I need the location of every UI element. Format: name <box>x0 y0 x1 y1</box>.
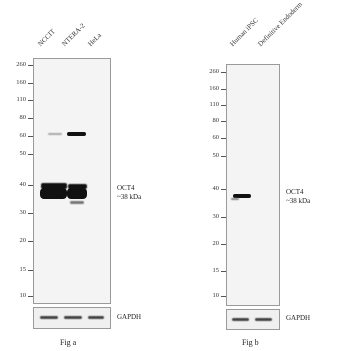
gapdh-band-ntera2 <box>64 316 82 319</box>
loading-control-label-b: GAPDH <box>286 314 311 322</box>
marker-50: 50 <box>19 150 27 157</box>
loading-control-label-a: GAPDH <box>117 313 142 321</box>
band-ntera2-oct4-upper <box>68 184 87 189</box>
target-label-a-name: OCT4 <box>117 184 135 192</box>
marker-20: 20 <box>212 240 220 247</box>
gapdh-strip-b <box>226 309 280 330</box>
gapdh-band-ipsc <box>232 318 249 321</box>
band-nccit-oct4-main <box>40 188 67 199</box>
band-ipsc-oct4-smear <box>231 198 239 200</box>
lane-label-definitive-endoderm: Definitive Endoderm <box>256 0 304 48</box>
band-ntera2-oct4-lower <box>70 201 84 204</box>
marker-110: 110 <box>16 96 26 103</box>
target-label-b-name: OCT4 <box>286 188 304 196</box>
marker-160: 160 <box>209 85 219 92</box>
marker-30: 30 <box>19 209 27 216</box>
gapdh-band-endoderm <box>255 318 272 321</box>
marker-60: 60 <box>19 132 27 139</box>
band-ipsc-oct4 <box>233 194 251 198</box>
figure-a-panel: NCCIT NTERA-2 HeLa 260 160 110 80 60 50 … <box>16 21 142 347</box>
marker-80: 80 <box>212 117 220 124</box>
marker-260: 260 <box>209 68 219 75</box>
marker-160: 160 <box>16 79 26 86</box>
band-nccit-60 <box>48 133 62 135</box>
gapdh-band-nccit <box>40 316 58 319</box>
blot-membrane-b <box>226 64 280 306</box>
marker-40: 40 <box>212 185 220 192</box>
marker-15: 15 <box>19 266 27 273</box>
marker-110: 110 <box>209 101 219 108</box>
marker-80: 80 <box>19 114 27 121</box>
marker-10: 10 <box>212 292 220 299</box>
marker-20: 20 <box>19 237 27 244</box>
caption-fig-a: Fig a <box>60 338 77 347</box>
target-label-b-size: ~38 kDa <box>286 197 311 205</box>
marker-30: 30 <box>212 213 220 220</box>
marker-50: 50 <box>212 152 220 159</box>
lane-label-nccit: NCCIT <box>36 27 57 48</box>
figure-b-panel: Human iPSC Definitive Endoderm 260 160 1… <box>182 0 339 351</box>
marker-260: 260 <box>16 61 26 68</box>
lane-label-ntera2: NTERA-2 <box>60 21 87 48</box>
gapdh-band-hela <box>88 316 104 319</box>
blot-membrane-a <box>33 58 111 304</box>
lane-label-human-ipsc: Human iPSC <box>228 16 260 48</box>
band-nccit-oct4-upper <box>41 183 67 189</box>
marker-10: 10 <box>19 292 27 299</box>
marker-60: 60 <box>212 134 220 141</box>
marker-15: 15 <box>212 267 220 274</box>
marker-40: 40 <box>19 181 27 188</box>
caption-fig-b: Fig b <box>242 338 259 347</box>
target-label-a-size: ~38 kDa <box>117 193 142 201</box>
band-ntera2-60 <box>67 132 86 136</box>
gapdh-strip-a <box>33 307 111 329</box>
band-ntera2-oct4-main <box>67 188 87 199</box>
lane-label-hela: HeLa <box>86 31 103 48</box>
